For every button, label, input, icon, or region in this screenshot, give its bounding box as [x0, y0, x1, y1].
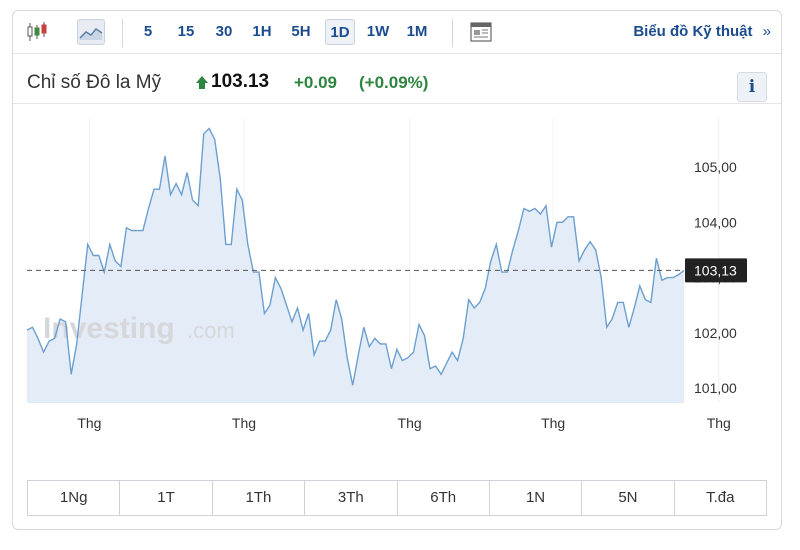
- last-price: 103.13: [211, 71, 270, 92]
- price-area-fill: [27, 128, 684, 403]
- x-tick-label: Thg: [398, 415, 422, 431]
- period-5h[interactable]: 5H: [291, 23, 311, 40]
- technical-chart-link[interactable]: Biểu đồ Kỹ thuật »: [633, 23, 771, 40]
- technical-chart-label: Biểu đồ Kỹ thuật: [633, 23, 753, 40]
- range-selector: 1Ng 1T 1Th 3Th 6Th 1N 5N T.đa: [27, 480, 767, 516]
- price-chart[interactable]: Investing .com 105,00104,00103,00102,001…: [13, 11, 781, 471]
- period-15[interactable]: 15: [177, 23, 195, 40]
- range-1t[interactable]: 1T: [120, 481, 213, 515]
- chart-toolbar: 5 15 30 1H 5H 1D 1W 1M Biểu đồ Kỹ thuật …: [13, 11, 781, 54]
- range-5n[interactable]: 5N: [582, 481, 675, 515]
- news-icon[interactable]: [467, 19, 495, 45]
- price-line: [26, 127, 685, 386]
- price-change: +0.09: [294, 73, 338, 92]
- info-button[interactable]: i: [737, 72, 767, 102]
- instrument-header: Chỉ số Đô la Mỹ 103.13 +0.09 (+0.09%): [13, 53, 781, 104]
- period-5[interactable]: 5: [143, 23, 153, 40]
- period-1m[interactable]: 1M: [406, 23, 428, 40]
- y-tick-label: 101,00: [694, 380, 737, 396]
- range-1th[interactable]: 1Th: [213, 481, 306, 515]
- toolbar-divider: [122, 19, 123, 47]
- last-price-label: 103,13: [694, 262, 737, 278]
- x-tick-label: Thg: [707, 415, 731, 431]
- range-1ng[interactable]: 1Ng: [28, 481, 121, 515]
- watermark-suffix: .com: [187, 318, 235, 343]
- y-tick-label: 102,00: [694, 325, 737, 341]
- instrument-name: Chỉ số Đô la Mỹ: [27, 72, 162, 93]
- last-price-badge: [685, 258, 747, 283]
- x-tick-label: Thg: [541, 415, 565, 431]
- range-1n[interactable]: 1N: [490, 481, 583, 515]
- range-max[interactable]: T.đa: [706, 489, 735, 506]
- candlestick-icon[interactable]: [23, 19, 51, 45]
- x-tick-label: Thg: [232, 415, 256, 431]
- double-chevron-right-icon: »: [762, 23, 771, 40]
- up-arrow-stem: [199, 83, 205, 89]
- y-tick-label: 104,00: [694, 214, 737, 230]
- period-30[interactable]: 30: [215, 23, 233, 40]
- period-1w[interactable]: 1W: [366, 23, 390, 40]
- range-6th[interactable]: 6Th: [398, 481, 490, 515]
- x-tick-label: Thg: [77, 415, 101, 431]
- last-price-marker: 103,13: [685, 258, 747, 283]
- price-change-percent: (+0.09%): [359, 73, 429, 92]
- period-1d[interactable]: 1D: [325, 19, 355, 45]
- chart-widget: 5 15 30 1H 5H 1D 1W 1M Biểu đồ Kỹ thuật …: [12, 10, 782, 530]
- up-arrow-icon: [196, 76, 208, 83]
- y-tick-label: 105,00: [694, 159, 737, 175]
- watermark-brand: Investing: [43, 312, 175, 345]
- area-chart-icon[interactable]: [77, 19, 105, 45]
- x-axis: ThgThgThgThgThgThg: [77, 415, 731, 431]
- toolbar-divider: [452, 19, 453, 47]
- period-1h[interactable]: 1H: [252, 23, 272, 40]
- range-3th[interactable]: 3Th: [305, 481, 398, 515]
